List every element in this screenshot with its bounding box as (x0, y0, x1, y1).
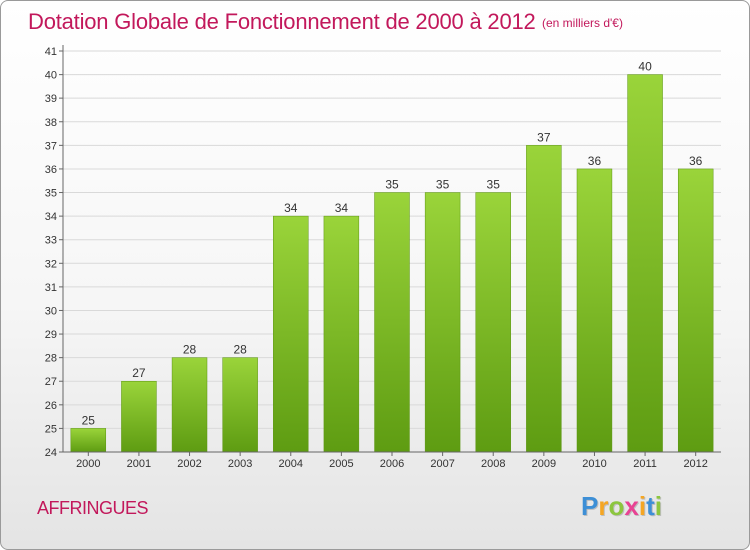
y-tick-label: 30 (45, 305, 57, 317)
data-label: 35 (487, 178, 501, 192)
x-tick-label: 2002 (177, 458, 201, 470)
y-tick-label: 32 (45, 258, 57, 270)
x-tick-label: 2009 (532, 458, 556, 470)
y-tick-label: 33 (45, 235, 57, 247)
logo-letter: P (581, 491, 599, 521)
data-label: 28 (183, 343, 197, 357)
bar-2000 (70, 428, 107, 453)
logo-letter: x (624, 491, 639, 521)
logo-letter: r (598, 491, 609, 521)
proxiti-logo: Proxiti (581, 491, 662, 522)
logo-letter: i (638, 491, 647, 521)
bar-2004 (273, 215, 309, 453)
data-label: 28 (233, 343, 247, 357)
bar-2012 (677, 168, 714, 453)
y-tick-label: 41 (45, 46, 57, 58)
y-tick-label: 26 (45, 400, 57, 412)
x-tick-label: 2004 (279, 458, 303, 470)
data-label: 25 (82, 413, 96, 427)
axes (59, 45, 721, 456)
logo-letter: o (608, 491, 625, 521)
logo-letter: t (646, 491, 655, 521)
data-label: 36 (689, 154, 703, 168)
y-tick-label: 25 (45, 423, 57, 435)
bar-2010 (576, 168, 613, 453)
chart-subtitle: (en milliers d'€) (542, 16, 623, 30)
y-tick-label: 37 (45, 140, 57, 152)
x-tick-label: 2003 (228, 458, 252, 470)
bar-2005 (323, 215, 360, 453)
x-tick-label: 2006 (380, 458, 404, 470)
data-label: 36 (588, 154, 602, 168)
x-tick-label: 2007 (430, 458, 454, 470)
data-label: 37 (537, 130, 551, 144)
y-tick-label: 27 (45, 376, 57, 388)
y-tick-label: 40 (45, 70, 57, 82)
bar-2008 (475, 192, 511, 453)
commune-name: AFFRINGUES (37, 498, 149, 518)
x-tick-label: 2005 (329, 458, 353, 470)
data-label: 34 (284, 201, 298, 215)
bar-2006 (374, 192, 410, 453)
y-tick-label: 35 (45, 188, 57, 200)
y-tick-label: 39 (45, 93, 57, 105)
y-tick-label: 34 (45, 211, 57, 223)
x-tick-label: 2011 (633, 458, 657, 470)
bar-2007 (424, 192, 461, 453)
x-tick-label: 2001 (127, 458, 151, 470)
bars (70, 74, 714, 453)
bar-2001 (121, 380, 157, 453)
data-label: 35 (385, 178, 399, 192)
x-tick-label: 2000 (76, 458, 100, 470)
x-tick-label: 2008 (481, 458, 505, 470)
y-tick-label: 31 (45, 282, 57, 294)
y-tick-label: 28 (45, 353, 57, 365)
y-tick-label: 29 (45, 329, 57, 341)
bar-2003 (222, 357, 258, 453)
bar-2009 (526, 145, 562, 453)
data-label: 40 (638, 60, 652, 74)
data-label: 35 (436, 178, 450, 192)
x-tick-label: 2012 (683, 458, 707, 470)
y-tick-label: 24 (45, 447, 57, 459)
y-tick-label: 36 (45, 164, 57, 176)
bar-2002 (171, 357, 208, 453)
labels: 24 25 26 27 28 29 30 31 32 33 34 35 36 37 38 39 40 41 2000… (45, 46, 708, 470)
data-label: 27 (132, 366, 146, 380)
logo-letter: i (654, 491, 662, 521)
y-tick-label: 38 (45, 117, 57, 129)
x-tick-label: 2010 (582, 458, 606, 470)
bar-2011 (627, 74, 663, 453)
data-label: 34 (335, 201, 349, 215)
chart-title: Dotation Globale de Fonctionnement de 20… (28, 9, 536, 34)
